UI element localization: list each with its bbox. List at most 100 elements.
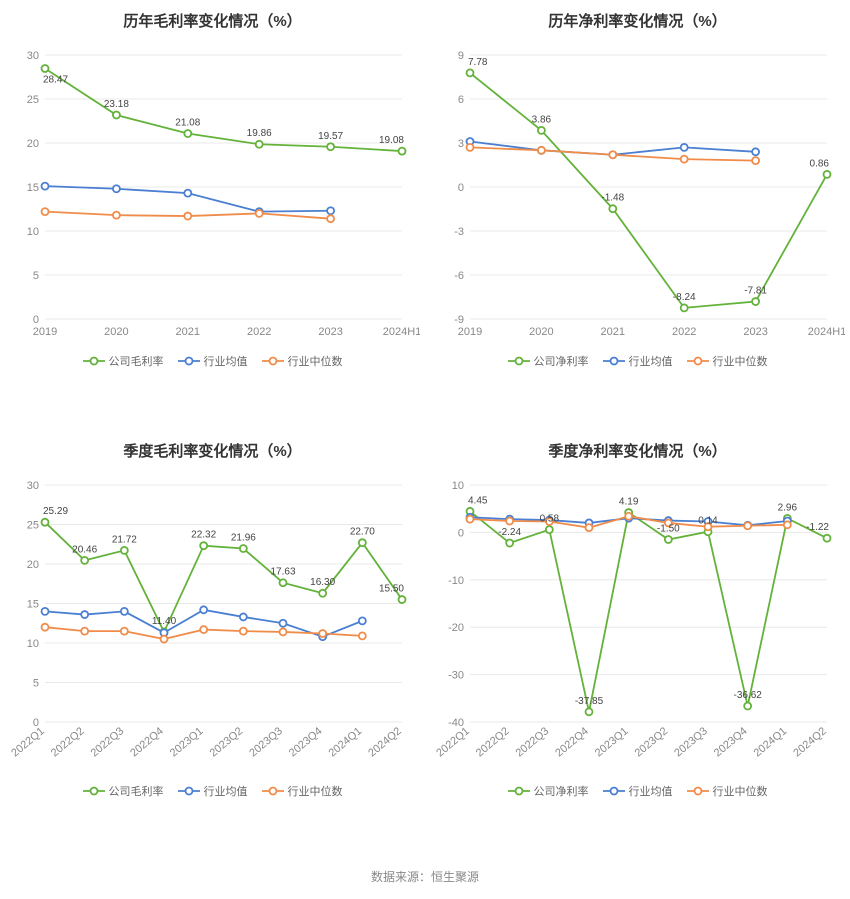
series-marker <box>121 608 128 615</box>
y-tick-label: 20 <box>27 559 39 571</box>
panel-annual-gross: 历年毛利率变化情况（%） 051015202530201920202021202… <box>0 0 425 430</box>
series-marker <box>467 69 474 76</box>
panel-title: 历年净利率变化情况（%） <box>430 10 845 31</box>
x-tick-label: 2020 <box>104 326 128 338</box>
y-tick-label: -10 <box>448 575 464 587</box>
data-label: 2.96 <box>778 502 798 513</box>
series-marker <box>399 148 406 155</box>
legend-item[interactable]: 公司净利率 <box>508 783 589 799</box>
legend-swatch-icon <box>508 785 530 797</box>
data-label: 11.40 <box>152 616 177 627</box>
series-marker <box>184 130 191 137</box>
legend-label: 行业均值 <box>629 353 673 369</box>
legend-swatch <box>262 785 284 797</box>
data-label: -36.62 <box>733 690 762 701</box>
data-label: 3.86 <box>532 114 552 125</box>
panel-title: 季度净利率变化情况（%） <box>430 440 845 461</box>
data-label: 4.19 <box>619 497 639 508</box>
data-label: 22.70 <box>350 527 375 538</box>
data-label: 16.30 <box>310 577 335 588</box>
y-tick-label: 10 <box>27 638 39 650</box>
series-marker <box>752 157 759 164</box>
series-marker <box>359 617 366 624</box>
legend-item[interactable]: 行业中位数 <box>262 353 343 369</box>
legend-swatch-icon <box>687 355 709 367</box>
y-tick-label: -30 <box>448 670 464 682</box>
chart-svg: -9-6-30369201920202021202220232024H17.78… <box>430 37 845 347</box>
y-tick-label: 9 <box>458 50 464 62</box>
legend-swatch-icon <box>83 355 105 367</box>
y-tick-label: 25 <box>27 520 39 532</box>
series-marker <box>665 536 672 543</box>
data-label: 19.08 <box>379 135 404 146</box>
x-tick-label: 2024H1 <box>808 326 845 338</box>
x-tick-label: 2022Q4 <box>553 725 591 759</box>
y-tick-label: 20 <box>27 138 39 150</box>
x-tick-label: 2019 <box>33 326 57 338</box>
series-marker <box>280 628 287 635</box>
series-marker <box>42 519 49 526</box>
x-tick-label: 2023Q1 <box>593 725 631 759</box>
x-tick-label: 2023Q3 <box>247 725 285 759</box>
data-label: 22.32 <box>191 530 216 541</box>
x-tick-label: 2022 <box>672 326 696 338</box>
x-tick-label: 2023Q2 <box>208 725 246 759</box>
x-tick-label: 2023Q4 <box>287 725 325 759</box>
data-label: 19.57 <box>318 131 343 142</box>
series-marker <box>681 304 688 311</box>
series-marker <box>359 539 366 546</box>
legend-swatch-icon <box>262 355 284 367</box>
series-marker <box>161 636 168 643</box>
data-label: -7.81 <box>744 286 767 297</box>
legend-item[interactable]: 行业中位数 <box>262 783 343 799</box>
data-label: -1.48 <box>601 193 624 204</box>
legend-swatch-icon <box>508 355 530 367</box>
x-tick-label: 2023Q1 <box>168 725 206 759</box>
x-tick-label: 2021 <box>176 326 200 338</box>
series-marker <box>113 212 120 219</box>
y-tick-label: 5 <box>33 270 39 282</box>
legend-label: 行业中位数 <box>288 783 343 799</box>
legend-item[interactable]: 行业均值 <box>178 353 248 369</box>
legend-swatch <box>178 785 200 797</box>
y-tick-label: -20 <box>448 622 464 634</box>
data-label: -1.50 <box>657 524 680 535</box>
data-label: 0.86 <box>810 158 830 169</box>
legend-swatch <box>687 355 709 367</box>
legend-item[interactable]: 公司净利率 <box>508 353 589 369</box>
y-tick-label: -3 <box>454 226 464 238</box>
x-tick-label: 2024Q1 <box>327 725 365 759</box>
legend: 公司净利率行业均值行业中位数 <box>430 783 845 799</box>
y-tick-label: 0 <box>458 182 464 194</box>
legend-label: 公司毛利率 <box>109 353 164 369</box>
series-line <box>45 68 402 151</box>
legend-item[interactable]: 行业均值 <box>178 783 248 799</box>
legend-item[interactable]: 公司毛利率 <box>83 783 164 799</box>
series-marker <box>506 518 513 525</box>
data-label: 21.96 <box>231 533 256 544</box>
series-marker <box>467 144 474 151</box>
series-marker <box>42 608 49 615</box>
series-marker <box>327 215 334 222</box>
y-tick-label: 10 <box>27 226 39 238</box>
series-marker <box>399 596 406 603</box>
y-tick-label: -6 <box>454 270 464 282</box>
series-marker <box>327 207 334 214</box>
chart-svg: 0510152025302022Q12022Q22022Q32022Q42023… <box>5 467 420 777</box>
legend-item[interactable]: 行业均值 <box>603 353 673 369</box>
series-marker <box>824 171 831 178</box>
series-marker <box>240 628 247 635</box>
legend-swatch-icon <box>178 355 200 367</box>
legend-swatch <box>603 355 625 367</box>
data-source-footer: 数据来源：恒生聚源 <box>0 860 850 899</box>
data-label: 20.46 <box>72 544 97 555</box>
legend-item[interactable]: 公司毛利率 <box>83 353 164 369</box>
y-tick-label: 30 <box>27 480 39 492</box>
legend-item[interactable]: 行业中位数 <box>687 783 768 799</box>
series-marker <box>81 557 88 564</box>
legend-item[interactable]: 行业均值 <box>603 783 673 799</box>
panel-quarter-gross: 季度毛利率变化情况（%） 0510152025302022Q12022Q2202… <box>0 430 425 860</box>
legend-item[interactable]: 行业中位数 <box>687 353 768 369</box>
panel-annual-net: 历年净利率变化情况（%） -9-6-3036920192020202120222… <box>425 0 850 430</box>
x-tick-label: 2020 <box>529 326 553 338</box>
